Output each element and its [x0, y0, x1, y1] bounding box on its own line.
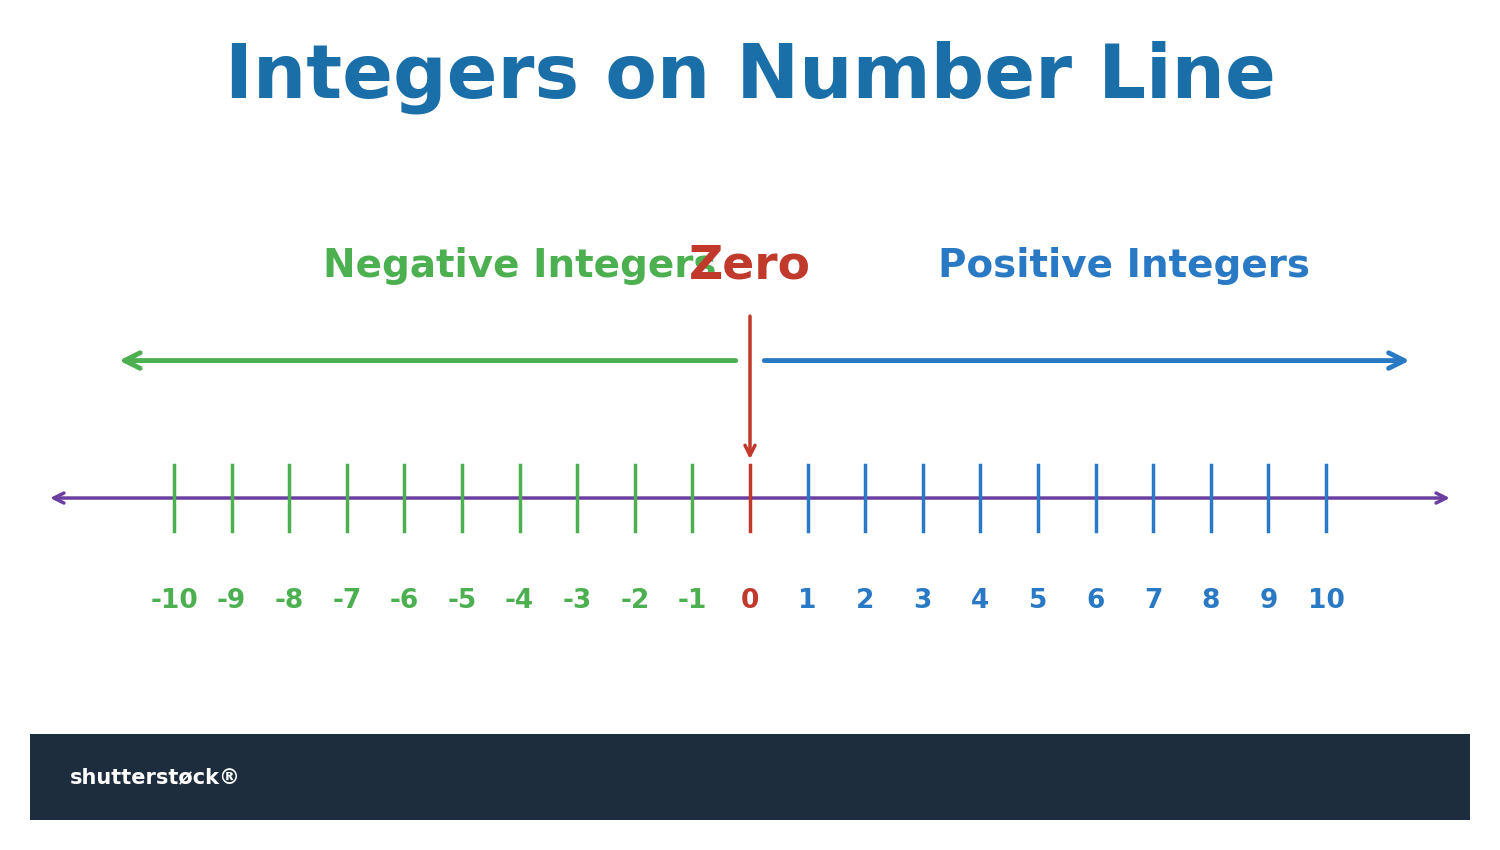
- Text: 10: 10: [1308, 588, 1344, 615]
- Text: -1: -1: [678, 588, 706, 615]
- Text: 2: 2: [856, 588, 874, 615]
- Text: -3: -3: [562, 588, 592, 615]
- Text: -2: -2: [620, 588, 650, 615]
- Text: -10: -10: [150, 588, 198, 615]
- Text: 6: 6: [1086, 588, 1106, 615]
- Text: 4: 4: [972, 588, 990, 615]
- Text: -4: -4: [506, 588, 534, 615]
- Text: Positive Integers: Positive Integers: [939, 247, 1311, 285]
- Text: -8: -8: [274, 588, 304, 615]
- Text: 9: 9: [1258, 588, 1278, 615]
- Text: -9: -9: [217, 588, 246, 615]
- Bar: [30, 734, 1470, 820]
- Text: Integers on Number Line: Integers on Number Line: [225, 40, 1275, 114]
- Text: 7: 7: [1144, 588, 1162, 615]
- Text: 1: 1: [798, 588, 818, 615]
- Text: 5: 5: [1029, 588, 1047, 615]
- Text: -6: -6: [390, 588, 418, 615]
- Text: Negative Integers: Negative Integers: [322, 247, 717, 285]
- Text: shutterstøck®: shutterstøck®: [70, 768, 242, 787]
- Text: 0: 0: [741, 588, 759, 615]
- Text: -7: -7: [332, 588, 362, 615]
- Text: 3: 3: [914, 588, 932, 615]
- Text: 8: 8: [1202, 588, 1219, 615]
- Text: Zero: Zero: [688, 244, 812, 288]
- Text: -5: -5: [447, 588, 477, 615]
